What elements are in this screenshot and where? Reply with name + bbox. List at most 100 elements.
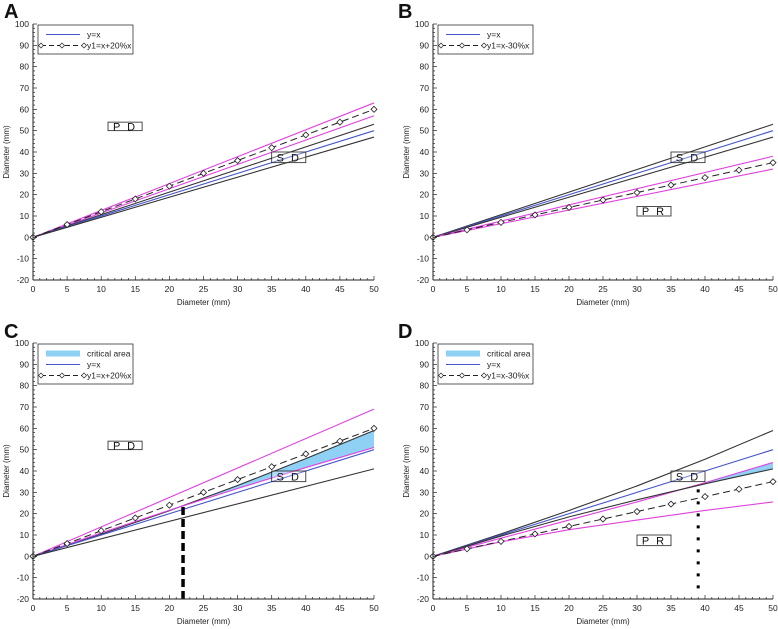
x-axis-label: Diameter (mm) [576, 617, 630, 626]
x-axis-label: Diameter (mm) [177, 617, 231, 626]
x-tick-label: 50 [369, 284, 379, 294]
y-tick-label: -10 [417, 573, 430, 583]
data-point-diamond [565, 203, 573, 212]
y-tick-label: -10 [417, 254, 430, 264]
y-tick-label: 20 [20, 190, 30, 200]
series-line-lower-black [432, 136, 774, 238]
y-tick-label: 0 [424, 232, 429, 242]
y-tick-label: 40 [420, 147, 430, 157]
y-tick-label: 50 [20, 445, 30, 455]
x-tick-label: 10 [96, 603, 106, 613]
annotation-box [670, 470, 706, 483]
data-point-diamond [463, 545, 471, 553]
y-tick-label: 10 [20, 530, 30, 540]
legend-label: y1=x+20%x [87, 41, 132, 51]
annotation-box [271, 470, 307, 483]
legend-diamond-icon [481, 42, 487, 49]
series-line-y-x [32, 449, 375, 557]
annotation-box [636, 205, 672, 217]
y-tick-label: 80 [20, 381, 30, 391]
data-point-diamond [735, 166, 743, 174]
x-tick-label: 0 [431, 284, 436, 294]
panel-letter: B [398, 1, 412, 23]
annotation-label: P D [113, 121, 137, 133]
panel-d: D S D P R 0 5 10 15 20 25 30 35 40 45 50 -20 -10 0 10 20 30… [398, 321, 778, 626]
y-tick-label: 0 [24, 551, 29, 561]
y-tick-label: 10 [420, 211, 430, 221]
y-tick-label: 100 [415, 19, 429, 29]
data-point-diamond [497, 218, 505, 226]
x-axis-label: Diameter (mm) [177, 298, 231, 307]
series-line-y1-x-30-x [432, 481, 774, 557]
data-point-diamond [701, 174, 709, 182]
y-tick-label: 90 [420, 40, 430, 50]
x-tick-label: 20 [165, 284, 175, 294]
data-point-diamond [268, 144, 276, 152]
y-tick-label: 20 [20, 509, 30, 519]
y-tick-label: -10 [17, 254, 30, 264]
x-tick-label: 5 [465, 284, 470, 294]
y-tick-label: 60 [420, 104, 430, 114]
x-tick-label: 5 [465, 603, 470, 613]
y-tick-label: 60 [20, 104, 30, 114]
annotation-label: S D [277, 152, 301, 164]
data-point-diamond [769, 159, 777, 167]
y-tick-label: -20 [17, 594, 30, 604]
y-tick-label: 30 [420, 487, 430, 497]
series-line-upper-black [32, 429, 375, 557]
x-tick-label: 25 [199, 603, 209, 613]
data-point-diamond [599, 515, 607, 523]
legend-label: y1=x-30%x [487, 371, 530, 381]
y-axis-label: Diameter (mm) [402, 125, 411, 179]
y-tick-label: 60 [20, 423, 30, 433]
x-tick-label: 45 [734, 603, 744, 613]
y-tick-label: 30 [420, 168, 430, 178]
series-line-lower-black [32, 468, 375, 557]
series-line-lower-black [432, 468, 774, 557]
y-axis-label: Diameter (mm) [402, 444, 411, 498]
y-tick-label: 70 [20, 402, 30, 412]
y-tick-label: 50 [420, 126, 430, 136]
x-tick-label: 15 [530, 603, 540, 613]
x-tick-label: 10 [496, 284, 506, 294]
y-tick-label: 80 [420, 62, 430, 72]
data-point-diamond [497, 537, 505, 545]
x-tick-label: 0 [431, 603, 436, 613]
x-tick-label: 10 [496, 603, 506, 613]
legend-diamond-icon [38, 372, 44, 379]
y-tick-label: 50 [20, 126, 30, 136]
data-point-diamond [667, 181, 675, 189]
data-point-diamond [463, 226, 471, 234]
annotation-label: P D [113, 440, 137, 452]
data-point-diamond [63, 539, 71, 548]
x-tick-label: 30 [233, 284, 243, 294]
x-tick-label: 40 [301, 603, 311, 613]
legend-diamond-icon [459, 372, 465, 379]
legend-label: y=x [87, 30, 101, 40]
x-tick-label: 35 [267, 284, 277, 294]
y-tick-label: 90 [20, 359, 30, 369]
annotation-label: S D [676, 471, 700, 483]
panel-letter: D [398, 321, 412, 343]
legend-diamond-icon [81, 42, 87, 49]
x-tick-label: 5 [65, 284, 70, 294]
x-tick-label: 45 [335, 603, 345, 613]
y-tick-label: 40 [420, 466, 430, 476]
x-axis-label: Diameter (mm) [576, 298, 630, 307]
data-point-diamond [667, 500, 675, 508]
series-line-lower-magenta [32, 447, 375, 557]
annotation-label: S D [676, 152, 700, 164]
data-point-diamond [63, 220, 71, 229]
x-tick-label: 40 [700, 603, 710, 613]
data-point-diamond [336, 118, 344, 126]
x-tick-label: 45 [335, 284, 345, 294]
data-point-diamond [234, 156, 242, 165]
x-tick-label: 50 [768, 603, 778, 613]
data-point-diamond [531, 211, 539, 219]
data-point-diamond [234, 475, 242, 484]
data-point-diamond [633, 188, 641, 197]
legend-diamond-icon [81, 372, 87, 379]
data-point-diamond [633, 507, 641, 516]
legend-diamond-icon [481, 372, 487, 379]
data-point-diamond [97, 527, 105, 535]
